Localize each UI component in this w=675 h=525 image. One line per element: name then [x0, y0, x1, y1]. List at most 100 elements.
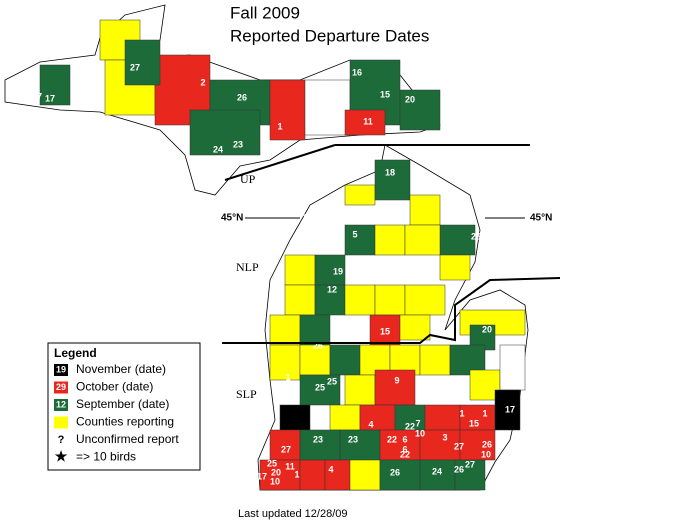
legend-swatch	[54, 416, 68, 429]
county-label: 3	[442, 432, 447, 442]
county	[399, 314, 431, 341]
county	[304, 79, 351, 136]
county	[454, 459, 486, 491]
county-label: 27	[281, 444, 291, 454]
county-label: 20	[482, 324, 492, 334]
legend-swatch-label: ?	[58, 434, 65, 446]
county-label: 26	[237, 92, 247, 102]
slp-boundary	[222, 277, 561, 344]
county-label: 17	[32, 91, 42, 101]
county-label: 22	[157, 136, 167, 146]
region-label: NLP	[236, 260, 259, 274]
county-label: 24	[213, 144, 223, 154]
county-label: 4	[328, 464, 333, 474]
county-label: 10	[481, 449, 491, 459]
county-label: 26	[318, 418, 328, 428]
county	[189, 109, 261, 156]
county-label: 5	[325, 227, 330, 237]
county-label: 15	[380, 326, 390, 336]
county-label: 4	[368, 419, 373, 429]
legend-title: Legend	[54, 346, 97, 360]
legend-swatch-label: 19	[56, 364, 66, 374]
county-label: 22	[292, 236, 302, 246]
county	[419, 344, 451, 376]
county	[439, 254, 471, 281]
county	[344, 109, 386, 136]
county-label: 12	[327, 284, 337, 294]
county	[374, 369, 416, 406]
county-label: 27	[130, 62, 140, 72]
county	[269, 344, 301, 381]
county-label: 1	[277, 121, 282, 131]
county	[269, 314, 301, 346]
county-label: 1	[482, 408, 487, 418]
subtitle: Reported Departure Dates	[230, 26, 429, 45]
county	[419, 429, 461, 461]
legend-swatch-label: 12	[56, 399, 66, 409]
county	[269, 79, 306, 141]
county-label: 19	[317, 201, 327, 211]
legend-label: October (date)	[76, 380, 153, 394]
county	[39, 64, 71, 106]
county-label: 27	[454, 441, 464, 451]
county	[374, 224, 406, 256]
county-label: 24	[327, 212, 337, 222]
county	[409, 194, 441, 226]
county	[344, 284, 376, 316]
county-label: 20	[271, 467, 281, 477]
county	[314, 254, 346, 286]
county	[314, 284, 346, 316]
county	[344, 184, 376, 206]
county-label: 1	[285, 372, 290, 382]
county-label: 16	[352, 67, 362, 77]
county	[399, 89, 441, 131]
county-label: 17	[45, 93, 55, 103]
county-label: 23	[313, 434, 323, 444]
county	[404, 224, 441, 256]
county-label: 6	[402, 444, 407, 454]
county-label: 26	[454, 464, 464, 474]
title: Fall 2009	[230, 3, 300, 22]
county-label: 17	[257, 471, 267, 481]
legend-label: Unconfirmed report	[76, 432, 179, 446]
county	[404, 284, 446, 316]
county	[329, 344, 361, 376]
county-label: 10	[415, 428, 425, 438]
county-label: 27	[465, 459, 475, 469]
county	[494, 389, 521, 431]
county-label: 9	[394, 375, 399, 385]
county-label: 17	[303, 212, 313, 222]
county-label: 7	[415, 418, 420, 428]
legend-swatch	[54, 364, 68, 376]
legend: Legend 19 November (date) 29 October (date)…	[47, 342, 201, 471]
county	[499, 344, 526, 391]
county-label: 20	[405, 94, 415, 104]
region-label: SLP	[236, 387, 257, 401]
legend-swatch	[54, 381, 68, 394]
county-label: 4	[310, 409, 315, 419]
county	[419, 459, 456, 491]
county-label: 1	[294, 469, 299, 479]
county-label: 18	[385, 167, 395, 177]
legend-label: November (date)	[76, 362, 166, 376]
county	[124, 39, 161, 86]
county	[269, 429, 301, 461]
county	[349, 459, 381, 491]
county	[284, 284, 316, 316]
legend-swatch-label: ★	[55, 448, 68, 464]
county-label: 3	[317, 234, 322, 244]
county	[344, 374, 376, 406]
county	[284, 254, 316, 286]
county	[299, 429, 341, 461]
legend-swatch	[54, 399, 68, 411]
county	[374, 159, 411, 201]
county	[324, 459, 351, 491]
county-label: 2	[200, 77, 205, 87]
county-label: 23	[444, 389, 454, 399]
county-label: 23	[233, 139, 243, 149]
county	[394, 404, 426, 431]
legend-label: => 10 birds	[76, 450, 136, 464]
county-label: 26	[471, 231, 481, 241]
county	[359, 404, 396, 431]
